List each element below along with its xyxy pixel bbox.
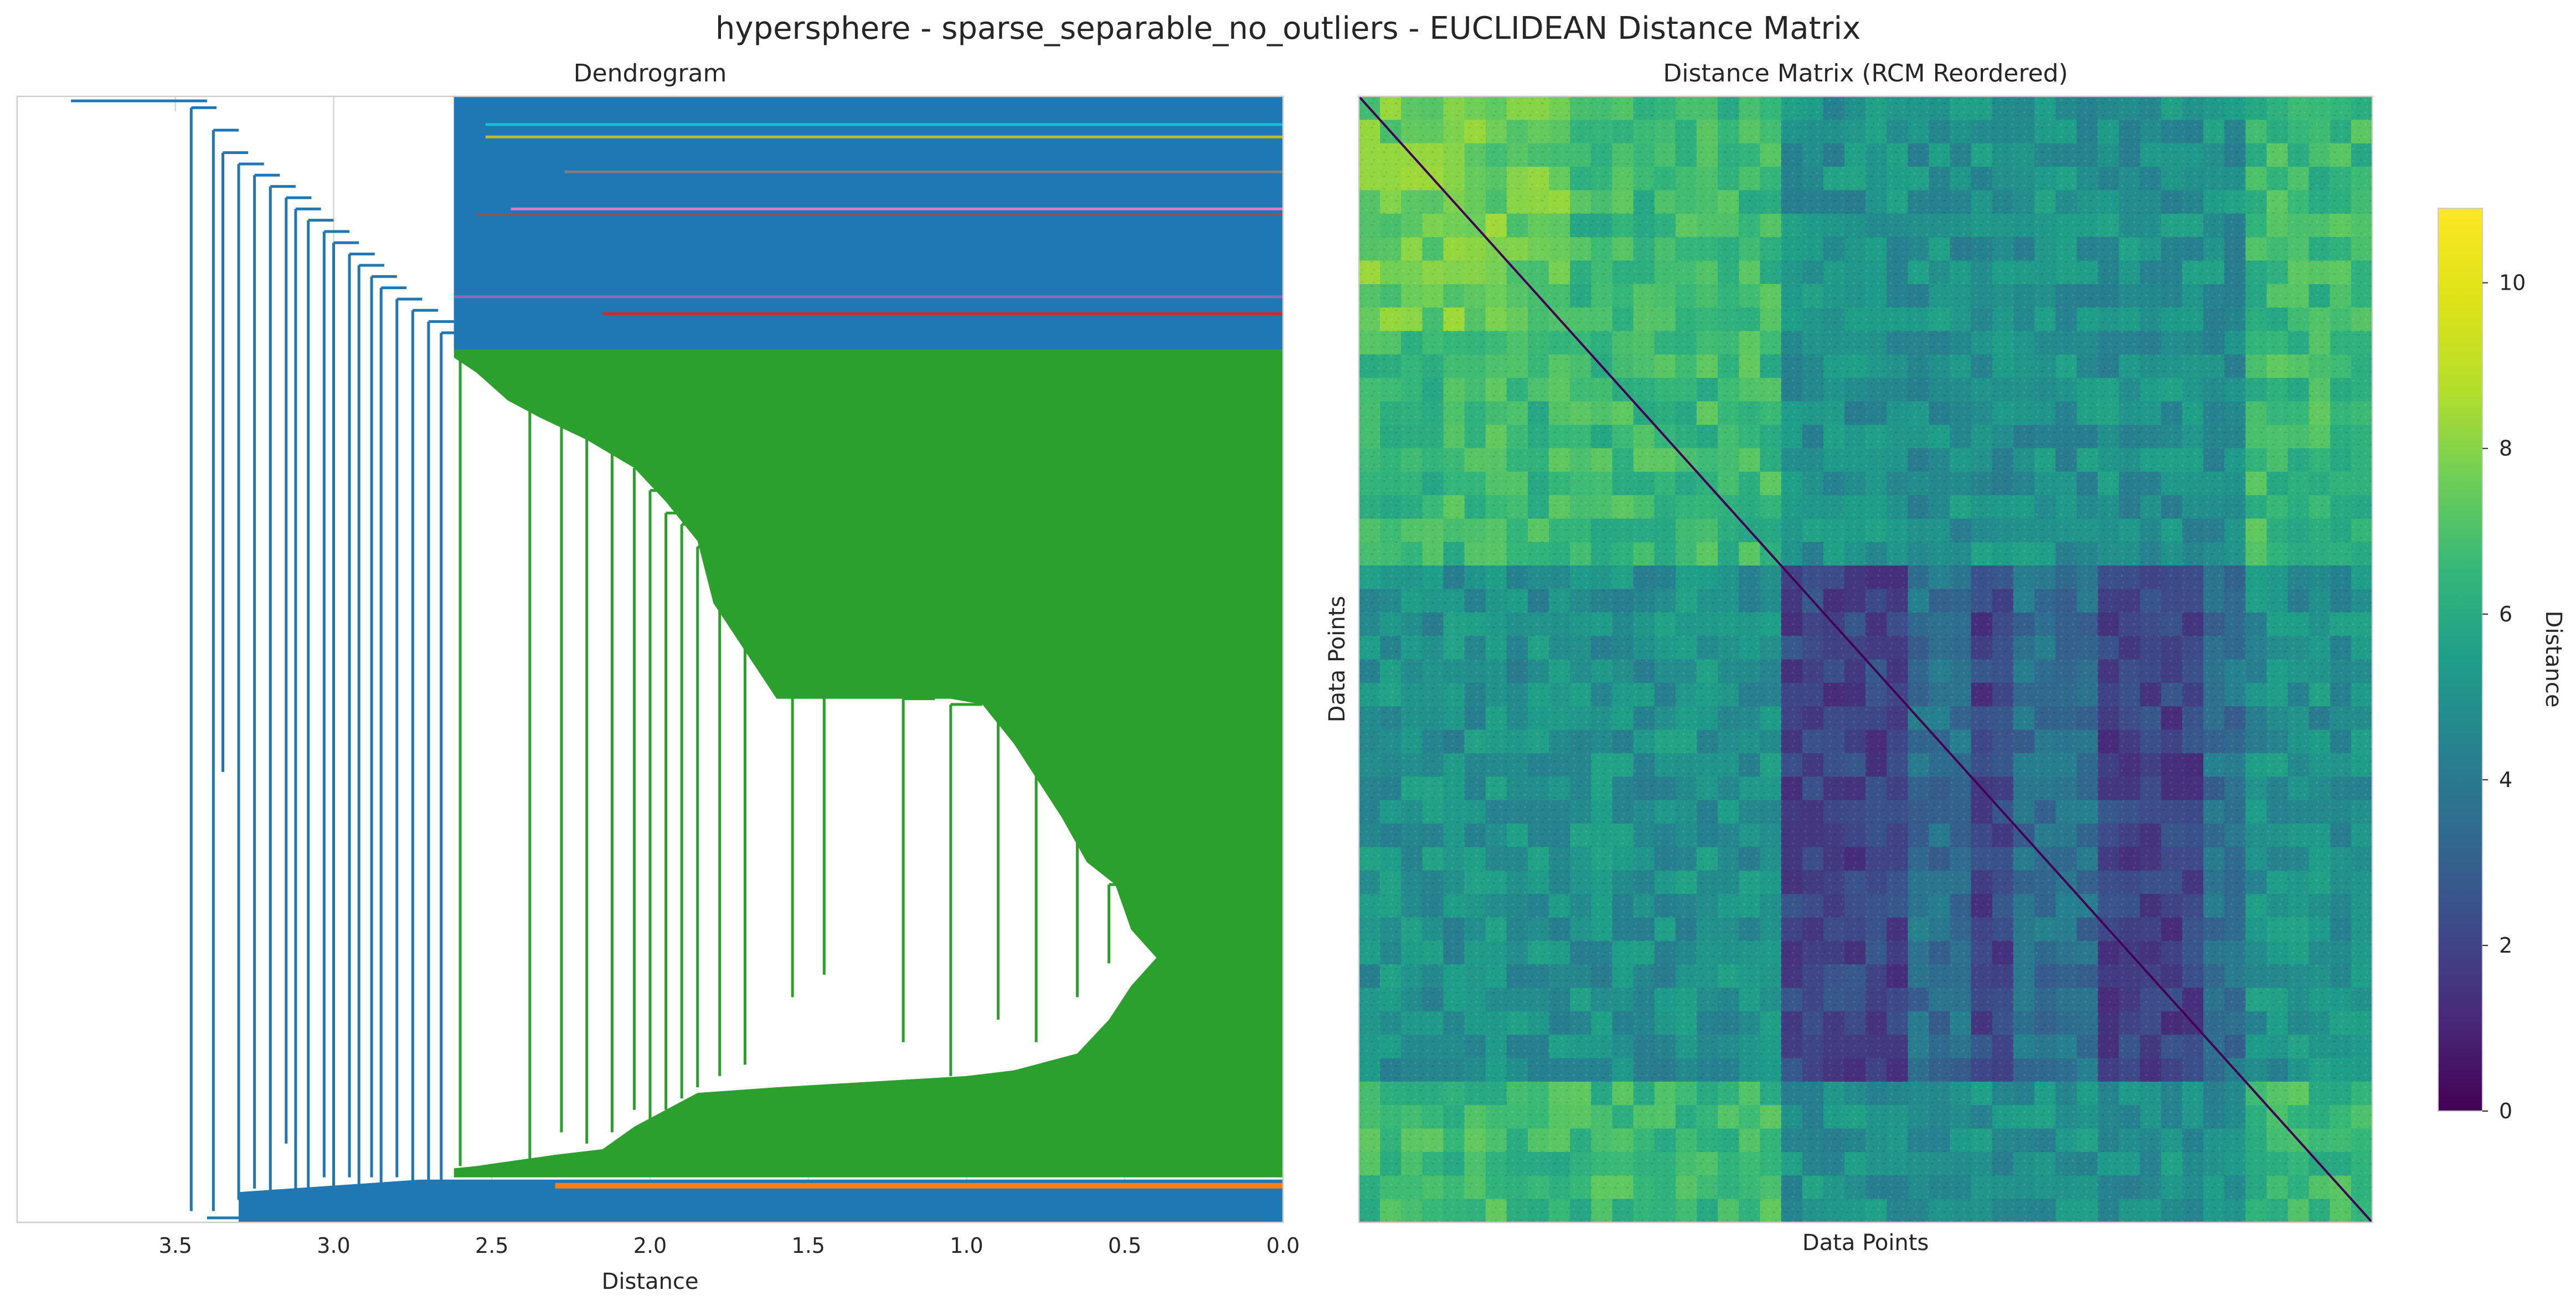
colorbar-ticks: 0 2 4 6 8 10 (2482, 271, 2526, 1123)
heatmap-frame (1358, 95, 2373, 1223)
dendrogram-x-tick-label: 2.0 (633, 1233, 667, 1258)
heatmap-panel: Distance Matrix (RCM Reordered) Data Poi… (1325, 59, 2373, 1256)
dendrogram-subcluster-link (555, 1183, 1283, 1189)
heatmap-title: Distance Matrix (RCM Reordered) (1663, 59, 2068, 88)
colorbar-tick-label: 10 (2499, 271, 2526, 295)
figure-title: hypersphere - sparse_separable_no_outlie… (715, 11, 1861, 47)
dendrogram-cluster-band (454, 96, 1283, 350)
dendrogram-frame (16, 95, 1284, 1223)
colorbar-tick-label: 8 (2499, 436, 2512, 461)
colorbar-tick-label: 4 (2499, 768, 2512, 792)
heatmap-x-axis-label: Data Points (1802, 1230, 1929, 1256)
dendrogram-blue-interior (80, 96, 454, 1222)
dendrogram-links (71, 96, 1283, 1222)
dendrogram-x-tick-label: 1.0 (950, 1233, 983, 1258)
colorbar-frame (2438, 208, 2483, 1112)
colorbar-tick-label: 0 (2499, 1099, 2512, 1123)
heatmap-y-axis-label: Data Points (1325, 596, 1350, 722)
dendrogram-x-tick-label: 1.5 (792, 1233, 825, 1258)
dendrogram-panel: Dendrogram 3.5 3.0 2.5 2.0 1.5 1.0 0.5 0.0 Dist… (16, 59, 1300, 1294)
dendrogram-x-axis-label: Distance (602, 1269, 699, 1294)
dendrogram-x-ticks: 3.5 3.0 2.5 2.0 1.5 1.0 0.5 0.0 (159, 1233, 1300, 1258)
dendrogram-x-tick-label: 3.5 (159, 1233, 192, 1258)
dendrogram-x-tick-label: 0.5 (1108, 1233, 1141, 1258)
colorbar: 0 2 4 6 8 10 Distance (2438, 208, 2566, 1123)
colorbar-tick-label: 2 (2499, 933, 2512, 958)
dendrogram-x-tick-label: 0.0 (1266, 1233, 1300, 1258)
dendrogram-title: Dendrogram (574, 59, 727, 88)
colorbar-tick-label: 6 (2499, 602, 2512, 626)
colorbar-gradient (2438, 208, 2482, 1111)
dendrogram-x-tick-label: 2.5 (475, 1233, 508, 1258)
dendrogram-interior (454, 357, 1157, 1169)
colorbar-label: Distance (2541, 611, 2566, 708)
dendrogram-x-tick-label: 3.0 (317, 1233, 350, 1258)
heatmap-diagonal (1358, 95, 2373, 1223)
